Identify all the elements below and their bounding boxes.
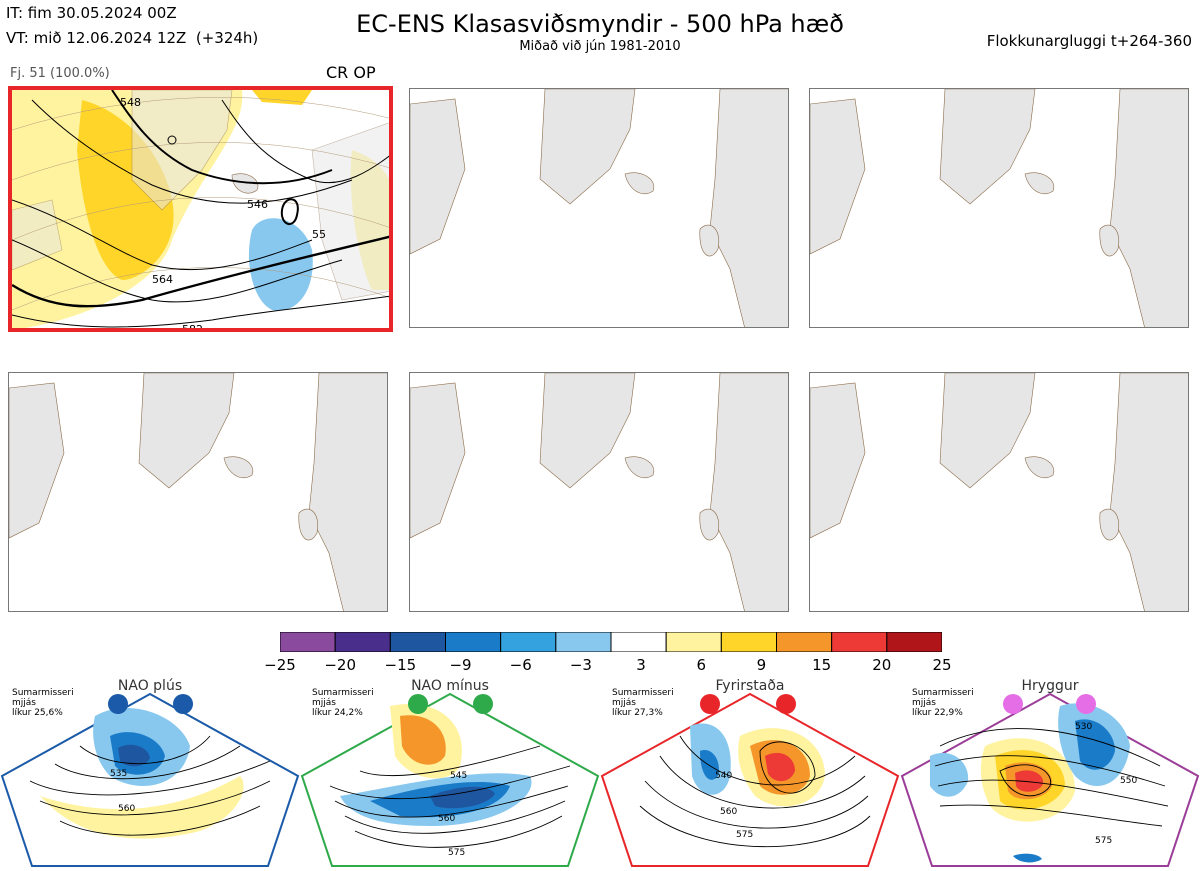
colorbar-tick-label: −6 [509,656,532,674]
contour-label: 575 [1095,836,1113,846]
colorbar-tick-label: −20 [324,656,356,674]
contour-label: 55 [312,228,326,241]
blank-map [810,89,1188,327]
contour-label: 560 [438,814,456,824]
regime-mean: mjjás [612,698,636,708]
regime-season: Sumarmisseri [912,688,974,698]
colorbar [280,632,942,652]
regime-season: Sumarmisseri [312,688,374,698]
map-panel-6[interactable] [809,372,1189,612]
map-panel-2[interactable] [409,88,789,328]
colorbar-tick-label: −3 [569,656,592,674]
regime-blocking: Fyrirstaða Sumarmisseri mjjás líkur 27,3… [600,676,900,871]
contour-label: 546 [247,198,268,211]
colorbar-tick-label: 15 [812,656,832,674]
regime-prob: líkur 25,6% [12,708,63,718]
colorbar-tick-label: 6 [696,656,707,674]
map-panel-1[interactable]: 548 546 564 582 55 [8,86,393,332]
regime-map [0,692,300,867]
cluster-label: Fj. 51 (100.0%) [10,66,110,81]
contour-label: 548 [120,96,141,109]
regime-nao-plus: NAO plús Sumarmisseri mjjás líkur 25,6% … [0,676,300,871]
blank-map [810,373,1188,611]
contour-label: 545 [450,771,468,781]
colorbar-tick-label: 9 [756,656,767,674]
regime-mean: mjjás [912,698,936,708]
regime-ridge: Hryggur Sumarmisseri mjjás líkur 22,9% 5… [900,676,1200,871]
cluster-code: CR OP [326,63,376,82]
colorbar-swatch [389,632,447,652]
colorbar-tick-label: −15 [384,656,417,674]
map-panel-5[interactable] [409,372,789,612]
colorbar-swatch [831,632,888,652]
blank-map [9,373,387,611]
page-subtitle: Miðað við jún 1981-2010 [519,39,681,54]
regime-prob: líkur 24,2% [312,708,363,718]
regime-title: NAO mínus [411,678,489,694]
regime-nao-minus: NAO mínus Sumarmisseri mjjás líkur 24,2%… [300,676,600,871]
contour-label: 535 [110,769,128,779]
colorbar-swatch [665,632,722,652]
colorbar-swatch [500,632,557,652]
colorbar-swatch [445,632,502,652]
classification-window-label: Flokkunargluggi t+264-360 [986,32,1192,50]
regime-prob: líkur 27,3% [612,708,663,718]
colorbar-swatch [555,632,612,652]
regime-info: Sumarmisseri mjjás líkur 25,6% [12,688,74,718]
regime-title: NAO plús [117,678,183,694]
map-panel-3[interactable] [809,88,1189,328]
valid-time-label: VT: mið 12.06.2024 12Z (+324h) [6,29,259,47]
regime-mean: mjjás [12,698,36,708]
regime-map [600,692,900,867]
regime-info: Sumarmisseri mjjás líkur 22,9% [912,688,974,718]
regime-map [900,692,1200,867]
regime-season: Sumarmisseri [612,688,674,698]
contour-label: 575 [736,830,754,840]
colorbar-swatch [720,632,778,652]
colorbar-tick-label: −25 [264,656,296,674]
regime-mean: mjjás [312,698,336,708]
contour-label: 582 [182,323,203,332]
colorbar-tick-label: 25 [932,656,952,674]
colorbar-swatch [280,632,336,652]
contour-label: 560 [720,807,738,817]
blank-map [410,373,788,611]
colorbar-tick-label: −9 [449,656,472,674]
colorbar-tick-label: 20 [872,656,892,674]
map-panel-4[interactable] [8,372,388,612]
contour-label: 540 [715,771,733,781]
regime-title: Hryggur [1021,678,1079,694]
regime-prob: líkur 22,9% [912,708,963,718]
regime-map [300,692,600,867]
blank-map [410,89,788,327]
cluster-map [12,90,389,328]
colorbar-swatch [334,632,391,652]
initial-time-label: IT: fim 30.05.2024 00Z [6,4,177,22]
colorbar-tick-label: 3 [636,656,646,674]
regime-season: Sumarmisseri [12,688,74,698]
colorbar-swatch [610,632,667,652]
contour-label: 560 [118,804,136,814]
contour-label: 550 [1120,776,1138,786]
regime-info: Sumarmisseri mjjás líkur 24,2% [312,688,374,718]
regime-title: Fyrirstaða [715,678,785,694]
colorbar-swatch [776,632,833,652]
contour-label: 530 [1075,722,1093,732]
colorbar-swatch [886,632,942,652]
contour-label: 575 [448,848,466,858]
contour-label: 564 [152,273,173,286]
page-title: EC-ENS Klasasviðsmyndir - 500 hPa hæð [356,10,844,38]
regime-info: Sumarmisseri mjjás líkur 27,3% [612,688,674,718]
